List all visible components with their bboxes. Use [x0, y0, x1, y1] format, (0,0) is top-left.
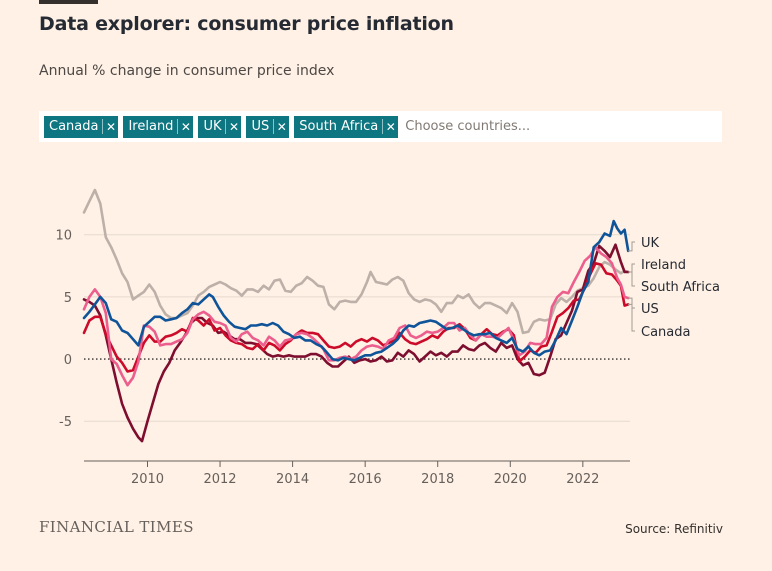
end-label-uk: UK — [641, 236, 660, 251]
chip-label: Canada — [49, 119, 104, 134]
y-tick-label: 0 — [64, 353, 72, 368]
y-tick-label: 5 — [64, 291, 72, 306]
end-label-ireland: Ireland — [641, 258, 686, 273]
x-tick-label: 2022 — [566, 472, 599, 487]
chip-south-africa[interactable]: South Africa ✕ — [294, 115, 399, 138]
remove-icon[interactable]: ✕ — [385, 119, 396, 134]
chip-canada[interactable]: Canada ✕ — [44, 115, 119, 138]
ft-logo: FINANCIAL TIMES — [39, 518, 194, 536]
remove-icon[interactable]: ✕ — [276, 119, 287, 134]
end-label-canada: Canada — [641, 325, 690, 340]
source-note: Source: Refinitiv — [625, 522, 723, 536]
country-search-input[interactable] — [403, 114, 722, 139]
remove-icon[interactable]: ✕ — [228, 119, 240, 134]
x-tick-label: 2014 — [276, 472, 309, 487]
remove-icon[interactable]: ✕ — [105, 119, 116, 134]
chip-ireland[interactable]: Ireland ✕ — [123, 115, 194, 138]
x-tick-label: 2010 — [131, 472, 164, 487]
end-label-leader — [628, 241, 635, 252]
country-picker[interactable]: Canada ✕ Ireland ✕ UK ✕ US ✕ South Afric… — [39, 111, 722, 142]
chip-label: Ireland — [128, 119, 179, 134]
y-tick-label: 10 — [55, 229, 72, 244]
x-tick-label: 2012 — [203, 472, 236, 487]
remove-icon[interactable]: ✕ — [180, 119, 191, 134]
series-line-us — [82, 245, 630, 387]
chart-subtitle: Annual % change in consumer price index — [39, 63, 335, 79]
end-label-leader — [628, 271, 635, 287]
y-tick-label: -5 — [59, 415, 72, 430]
end-label-us: US — [641, 302, 659, 317]
series-line-uk — [82, 219, 630, 362]
chip-label: US — [251, 119, 275, 134]
x-tick-label: 2018 — [421, 472, 454, 487]
chip-label: South Africa — [299, 119, 384, 134]
page-title: Data explorer: consumer price inflation — [39, 13, 454, 35]
chip-label: UK — [203, 119, 227, 134]
end-label-leader — [628, 263, 635, 273]
end-label-leader — [628, 303, 635, 332]
end-label-south-africa: South Africa — [641, 280, 720, 295]
chip-us[interactable]: US ✕ — [246, 115, 290, 138]
series-line-ireland — [82, 243, 630, 443]
title-accent-bar — [39, 0, 98, 4]
series-line-south-africa — [82, 188, 630, 335]
x-tick-label: 2020 — [494, 472, 527, 487]
chip-uk[interactable]: UK ✕ — [198, 115, 242, 138]
end-label-leader — [628, 297, 635, 309]
series-line-canada — [82, 262, 630, 373]
x-tick-label: 2016 — [349, 472, 382, 487]
